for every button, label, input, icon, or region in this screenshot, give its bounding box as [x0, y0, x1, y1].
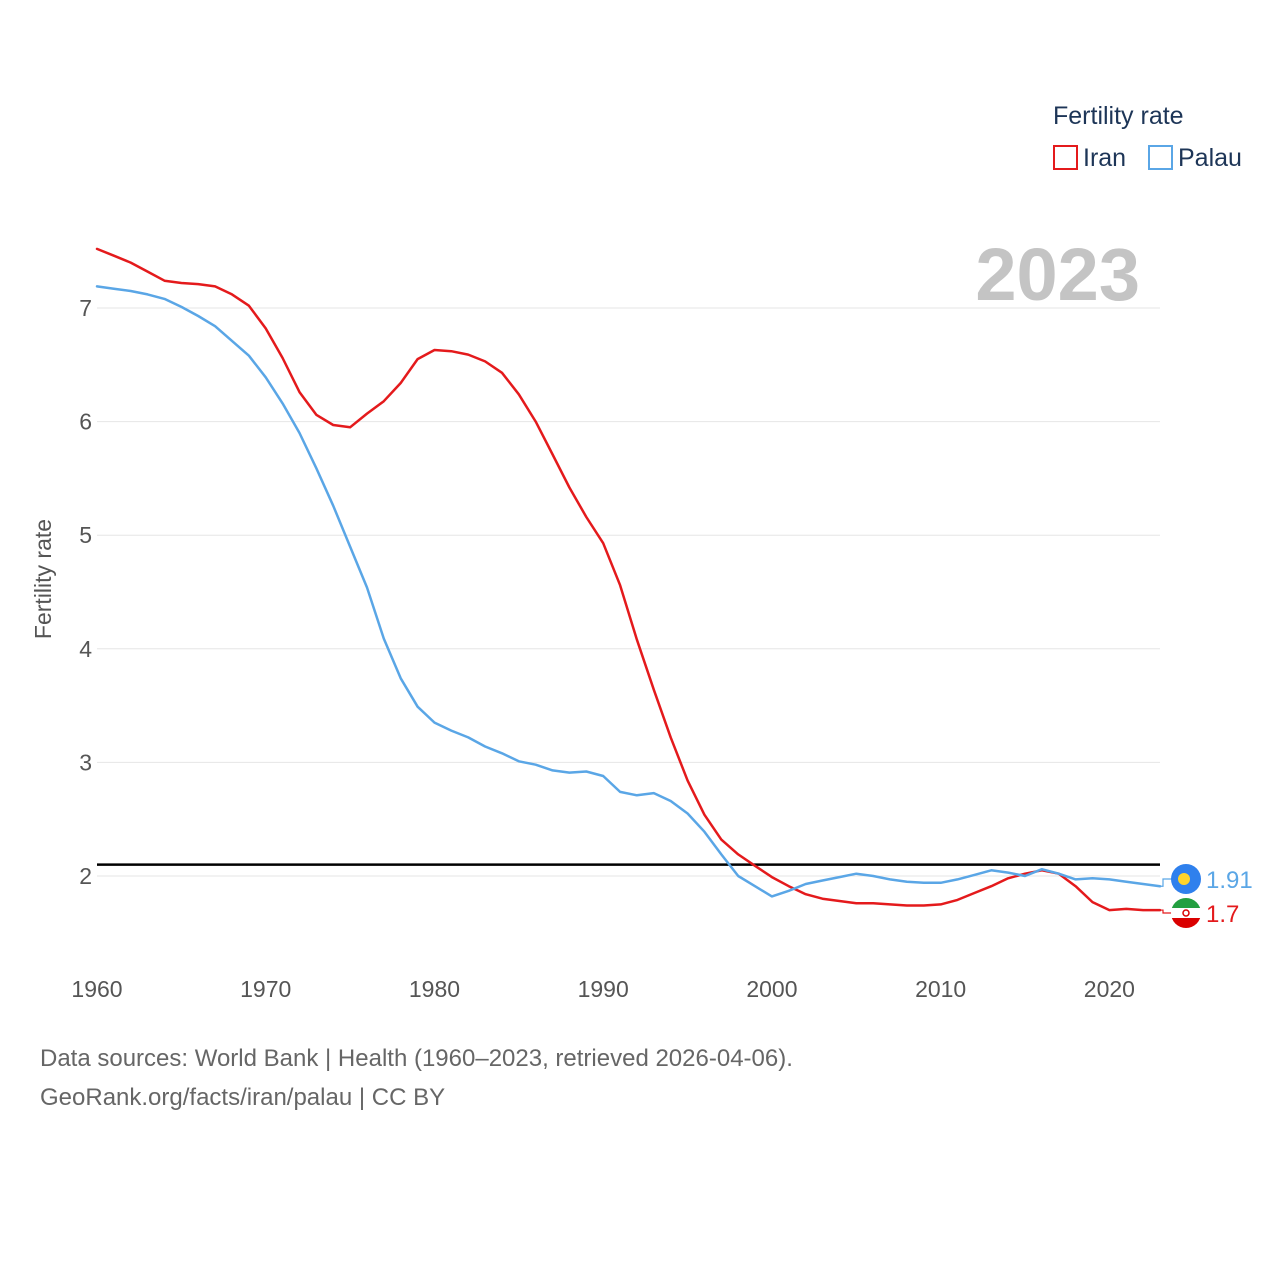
series-lines [95, 247, 1162, 912]
end-marker-palau: 1.91 [1160, 864, 1253, 894]
x-tick-label-2010: 2010 [915, 976, 966, 1002]
y-axis-title: Fertility rate [30, 519, 56, 639]
end-marker-iran: 1.7 [1160, 898, 1239, 928]
series-line-palau[interactable] [95, 285, 1162, 898]
y-tick-label-4: 4 [79, 636, 92, 662]
legend: Fertility rate Iran Palau [1053, 102, 1242, 172]
legend-label-iran[interactable]: Iran [1083, 144, 1126, 172]
end-value-label-iran: 1.7 [1206, 901, 1239, 928]
x-tick-label-1960: 1960 [71, 976, 122, 1002]
year-label: 2023 [975, 233, 1140, 316]
y-tick-label-7: 7 [79, 295, 92, 321]
end-markers: 1.7 1.91 [1160, 864, 1253, 928]
end-connector-iran [1160, 909, 1172, 914]
gridlines [97, 307, 1160, 877]
x-tick-label-1970: 1970 [240, 976, 291, 1002]
y-tick-label-2: 2 [79, 863, 92, 889]
y-tick-label-6: 6 [79, 409, 92, 435]
end-connector-palau [1160, 878, 1172, 887]
end-value-label-palau: 1.91 [1206, 867, 1253, 894]
iran-flag-icon [1171, 898, 1201, 928]
data-sources-text: Data sources: World Bank | Health (1960–… [40, 1045, 793, 1072]
legend-label-palau[interactable]: Palau [1178, 144, 1242, 172]
series-line-iran[interactable] [95, 247, 1162, 912]
x-tick-label-2000: 2000 [746, 976, 797, 1002]
palau-flag-icon [1171, 864, 1201, 894]
x-tick-label-2020: 2020 [1084, 976, 1135, 1002]
attribution-text: GeoRank.org/facts/iran/palau | CC BY [40, 1084, 446, 1111]
x-axis: 1960 1970 1980 1990 2000 2010 2020 [71, 976, 1135, 1002]
y-tick-label-3: 3 [79, 749, 92, 775]
x-tick-label-1990: 1990 [578, 976, 629, 1002]
legend-swatch-palau[interactable] [1148, 145, 1173, 170]
x-tick-label-1980: 1980 [409, 976, 460, 1002]
y-tick-label-5: 5 [79, 522, 92, 548]
y-axis: 2 3 4 5 6 7 [79, 295, 92, 889]
legend-swatch-iran[interactable] [1053, 145, 1078, 170]
legend-title: Fertility rate [1053, 102, 1184, 130]
